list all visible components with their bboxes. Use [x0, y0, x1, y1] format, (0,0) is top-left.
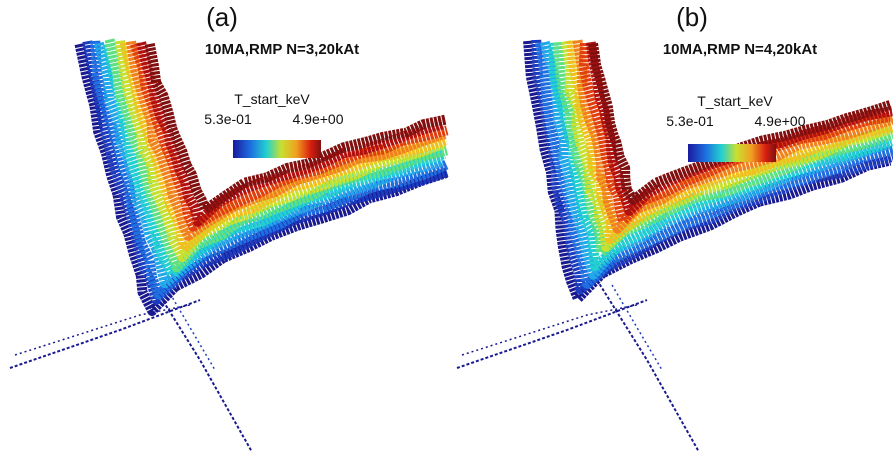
- plots: [9, 38, 893, 453]
- particle-band: [114, 40, 446, 262]
- particle-band: [534, 42, 893, 289]
- particle-band: [102, 43, 446, 279]
- colorbar-max: 4.9e+00: [755, 113, 806, 129]
- particle-band: [93, 41, 445, 289]
- particle-band: [596, 279, 700, 453]
- colorbar-title: T_start_keV: [697, 93, 773, 109]
- particle-band: [588, 42, 893, 205]
- particle-band: [119, 41, 448, 255]
- particle-band: [149, 279, 253, 453]
- particle-band: [553, 41, 893, 258]
- particle-band: [164, 284, 216, 371]
- particle-band: [611, 284, 663, 371]
- particle-band: [461, 304, 638, 356]
- particle-band: [82, 40, 449, 305]
- particle-band: [566, 40, 893, 244]
- colorbar-min: 5.3e-01: [204, 111, 252, 127]
- colorbar-title: T_start_keV: [234, 91, 310, 107]
- panel-a: (a) 10MA,RMP N=3,20kAt T_start_keV 5.3e-…: [204, 2, 359, 158]
- particle-band: [456, 299, 648, 369]
- colorbar: [233, 140, 321, 158]
- panel-label: (a): [206, 2, 238, 32]
- particle-band: [144, 43, 447, 215]
- panel-title: 10MA,RMP N=4,20kAt: [663, 41, 817, 58]
- colorbar-max: 4.9e+00: [293, 111, 344, 127]
- panel-b: (b) 10MA,RMP N=4,20kAt T_start_keV 5.3e-…: [663, 2, 817, 162]
- colorbar-min: 5.3e-01: [666, 113, 714, 129]
- particle-band: [136, 41, 445, 227]
- particle-band: [9, 299, 201, 369]
- particle-band: [90, 40, 449, 300]
- panel-title: 10MA,RMP N=3,20kAt: [205, 41, 359, 58]
- panel-label: (b): [676, 2, 708, 32]
- particle-band: [523, 40, 892, 304]
- particle-band: [561, 40, 893, 252]
- colorbar: [688, 144, 776, 162]
- particle-band: [104, 38, 449, 273]
- particle-band: [14, 304, 191, 356]
- particle-band: [126, 40, 447, 241]
